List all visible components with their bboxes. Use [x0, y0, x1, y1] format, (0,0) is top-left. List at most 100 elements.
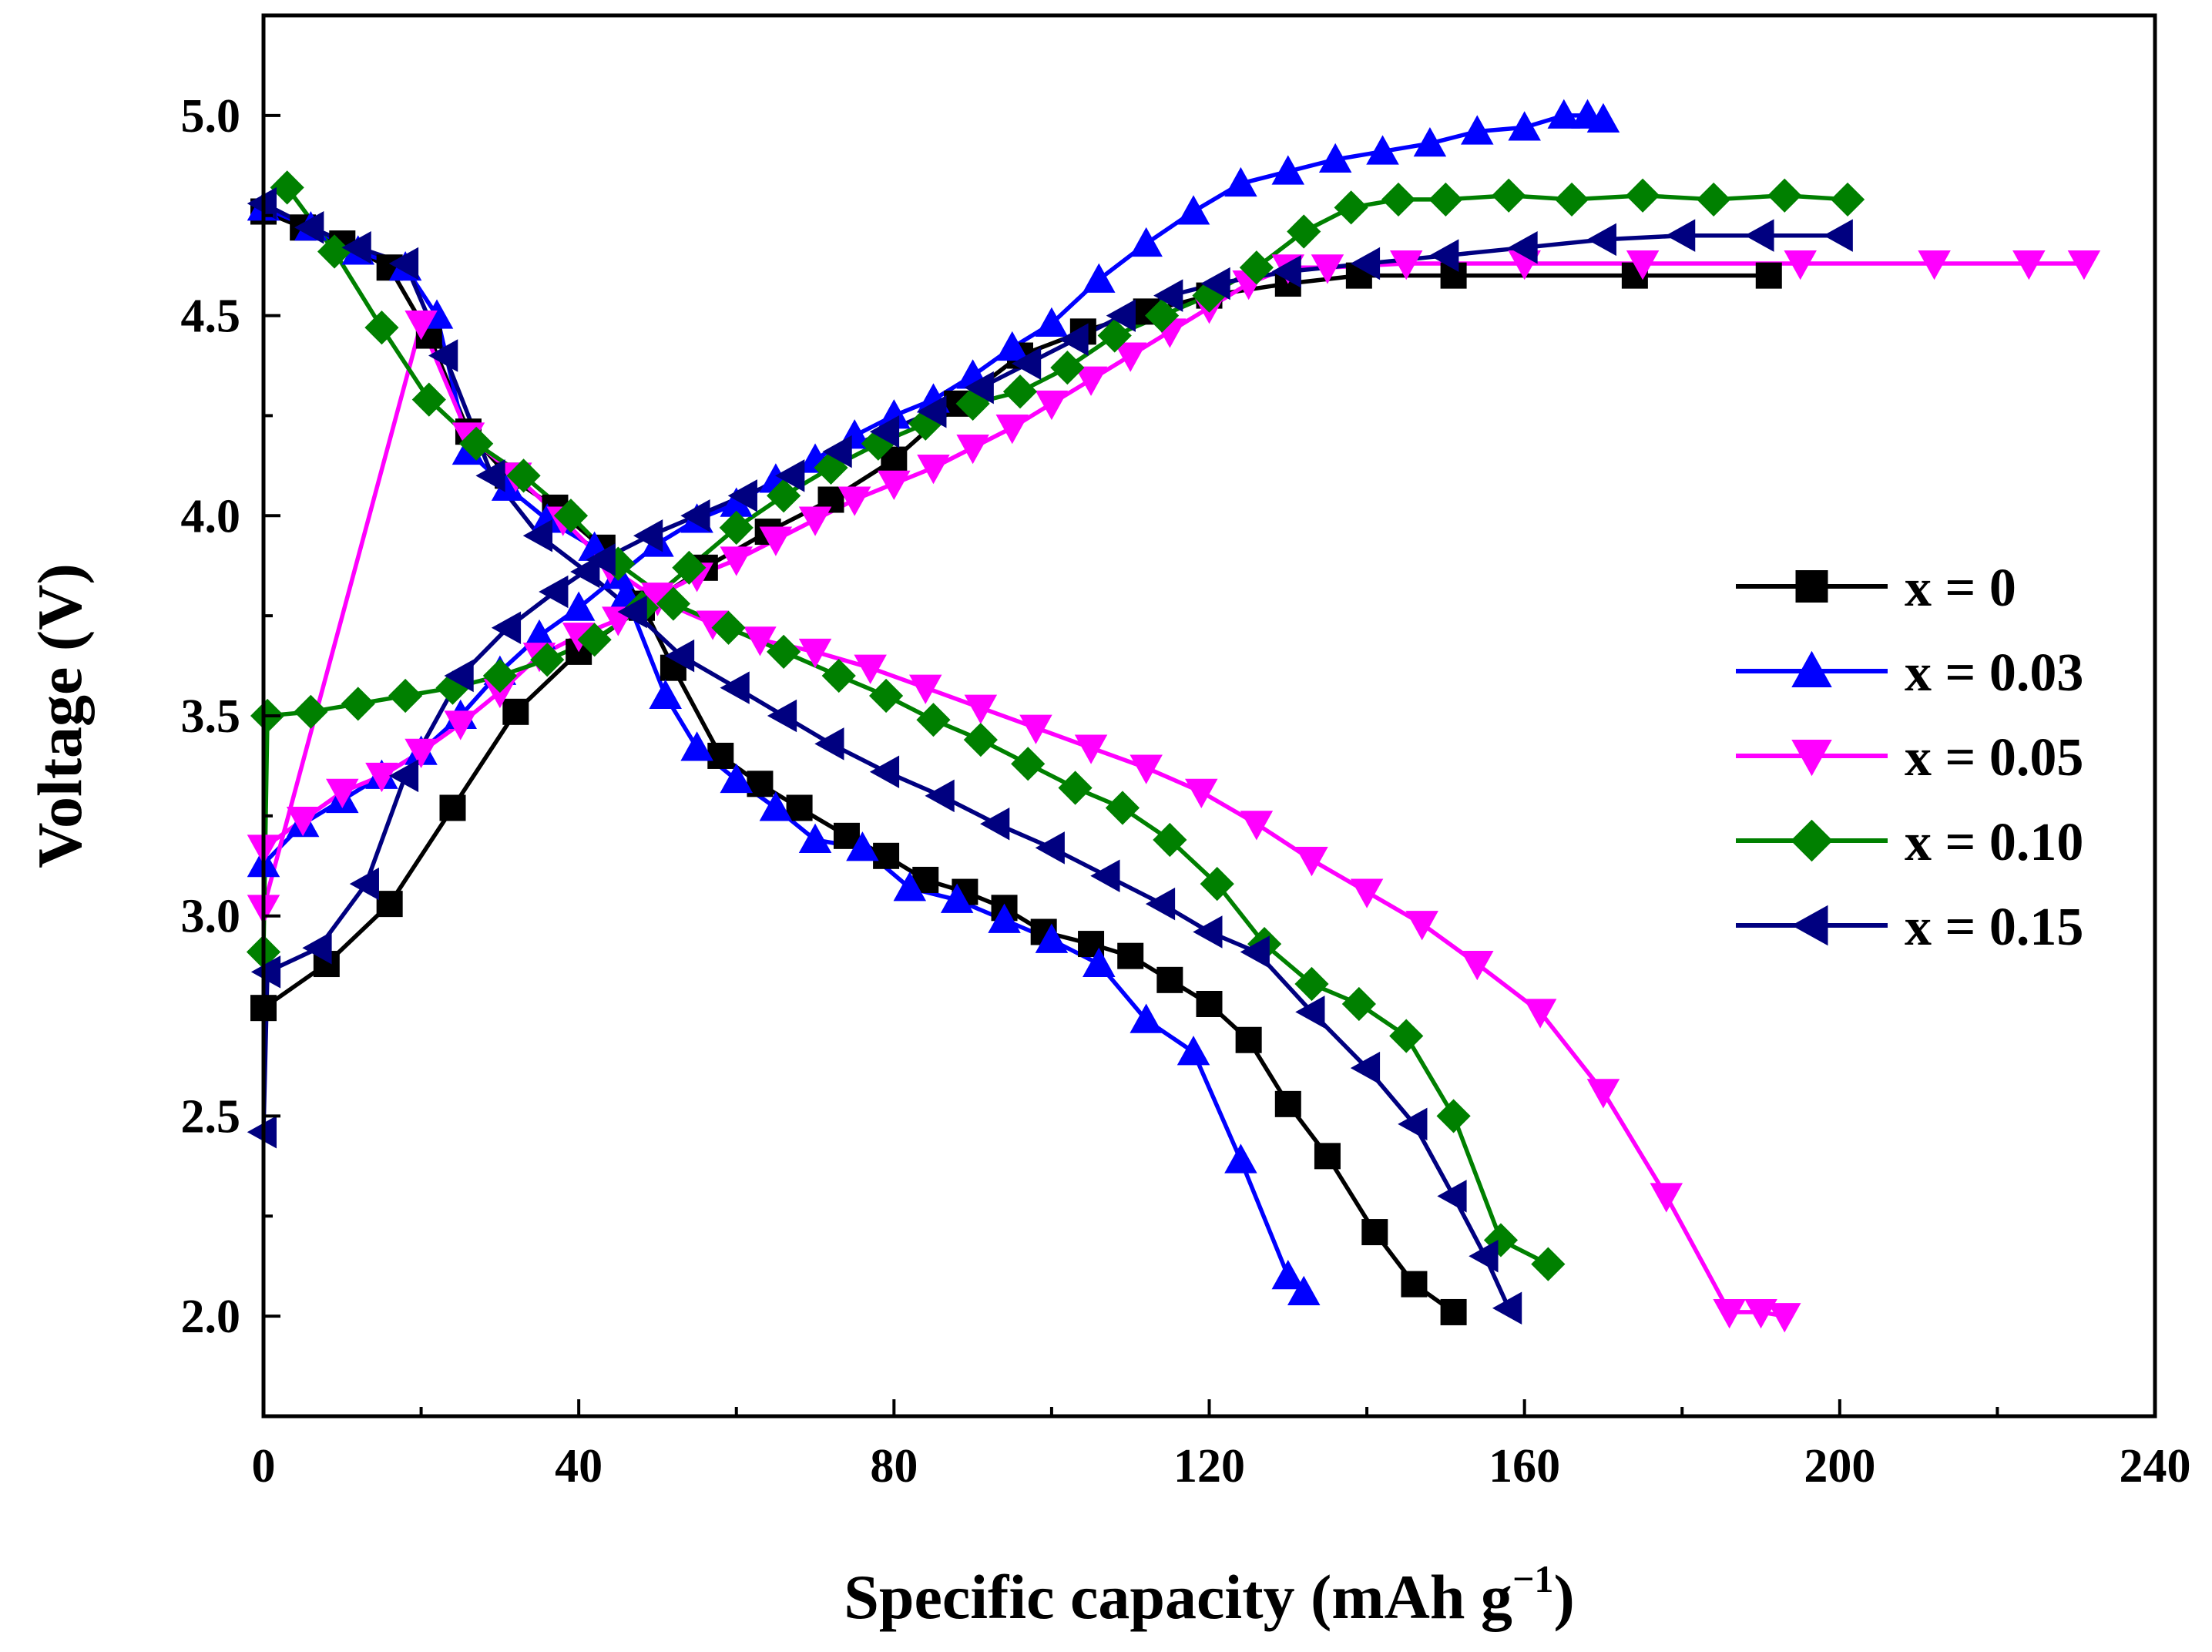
data-point-charge [365, 762, 398, 793]
x-tick-label: 240 [2120, 1440, 2191, 1493]
data-point-charge [917, 395, 947, 428]
data-point-charge [530, 643, 565, 677]
legend-item: x = 0 [1736, 559, 2016, 618]
data-point-charge [482, 658, 517, 693]
data-point-discharge [1341, 986, 1376, 1022]
data-point-charge [1287, 214, 1321, 249]
data-point-charge [349, 867, 379, 901]
series-line-discharge [285, 186, 1549, 1267]
data-point-discharge [909, 674, 942, 704]
data-point-charge [1586, 223, 1616, 257]
data-point-charge [250, 955, 281, 989]
y-tick-label: 5.0 [181, 90, 241, 143]
data-point-charge [1784, 250, 1817, 280]
data-point-discharge [711, 610, 746, 645]
y-tick-label: 4.5 [181, 290, 241, 343]
y-axis-title: Voltage (V) [25, 563, 95, 868]
data-point-discharge [1350, 1051, 1381, 1085]
data-point-discharge [1461, 951, 1494, 981]
data-point-discharge [963, 723, 998, 757]
legend-item: x = 0.10 [1736, 813, 2083, 872]
series-line-discharge [262, 201, 1511, 1309]
data-point-discharge [798, 638, 832, 669]
data-point-discharge [1011, 747, 1046, 781]
data-point-discharge [1767, 1303, 1801, 1333]
series-markers-4 [247, 186, 1853, 1325]
data-point-charge [956, 434, 989, 465]
data-point-charge [439, 794, 466, 821]
data-point-discharge [1389, 1019, 1424, 1053]
data-point-charge [1224, 166, 1257, 197]
data-point-discharge [1350, 878, 1384, 908]
data-point-charge [1366, 135, 1399, 165]
x-axis-title: Specific capacity (mAh g−1) [844, 1557, 1575, 1632]
data-point-discharge [1271, 1259, 1305, 1290]
data-point-charge [1311, 254, 1344, 284]
data-point-discharge [459, 426, 494, 461]
x-tick-label: 40 [555, 1440, 603, 1493]
data-point-charge [1011, 347, 1042, 381]
x-axis-title-sup: −1 [1512, 1557, 1554, 1600]
data-point-charge [1830, 182, 1865, 217]
data-point-discharge [1469, 1239, 1499, 1273]
data-point-discharge [1401, 1271, 1428, 1298]
data-point-discharge [680, 731, 713, 761]
legend-marker [1791, 740, 1832, 777]
data-point-charge [964, 371, 994, 405]
data-point-charge [995, 331, 1029, 361]
data-point-charge [719, 510, 754, 545]
data-point-charge [483, 678, 517, 709]
data-point-charge [1547, 99, 1581, 129]
data-point-charge [539, 575, 569, 609]
data-point-charge [720, 546, 753, 576]
data-point-discharge [1398, 1107, 1428, 1141]
data-point-discharge [570, 555, 600, 589]
data-point-charge [1035, 390, 1069, 421]
y-tick-label: 2.5 [181, 1090, 241, 1143]
data-point-charge [1626, 178, 1660, 213]
x-axis-title-main: Specific capacity (mAh g [844, 1562, 1512, 1632]
data-point-discharge [873, 842, 900, 869]
data-point-discharge [869, 678, 904, 714]
data-point-charge [586, 543, 616, 576]
legend-marker [1795, 570, 1828, 603]
data-point-charge [1461, 115, 1494, 145]
data-point-charge [633, 519, 663, 552]
x-axis-title-end: ) [1553, 1562, 1574, 1632]
data-point-discharge [1185, 778, 1218, 808]
legend-label: x = 0.03 [1905, 643, 2083, 703]
data-point-discharge [893, 871, 927, 902]
data-point-discharge [491, 471, 525, 501]
data-point-discharge [940, 883, 974, 913]
data-point-discharge [964, 694, 998, 724]
data-point-discharge [1361, 1219, 1388, 1246]
y-tick-label: 3.5 [181, 690, 241, 743]
data-point-discharge [1117, 942, 1144, 969]
data-point-charge [1508, 111, 1541, 141]
data-point-charge [995, 415, 1029, 445]
data-point-discharge [1586, 1079, 1620, 1109]
data-point-charge [286, 807, 320, 837]
data-point-charge [1389, 250, 1423, 280]
data-point-charge [1413, 126, 1447, 157]
data-point-charge [326, 778, 359, 808]
x-tick-label: 120 [1173, 1440, 1245, 1493]
data-point-discharge [1240, 811, 1274, 841]
series-4 [261, 201, 1840, 1309]
data-point-discharge [404, 310, 438, 341]
data-point-charge [1823, 219, 1853, 252]
data-point-discharge [1129, 754, 1163, 784]
data-point-discharge [364, 311, 399, 345]
data-point-discharge [1035, 831, 1065, 865]
legend-label: x = 0.15 [1905, 898, 2083, 957]
data-point-discharge [980, 807, 1010, 841]
data-point-charge [2067, 250, 2101, 280]
data-point-charge [1271, 255, 1301, 288]
data-point-discharge [1405, 911, 1438, 941]
data-point-discharge [522, 519, 553, 552]
data-point-discharge [854, 654, 887, 684]
data-point-charge [1767, 178, 1802, 213]
data-point-charge [444, 710, 477, 740]
series-2 [261, 261, 2084, 1318]
